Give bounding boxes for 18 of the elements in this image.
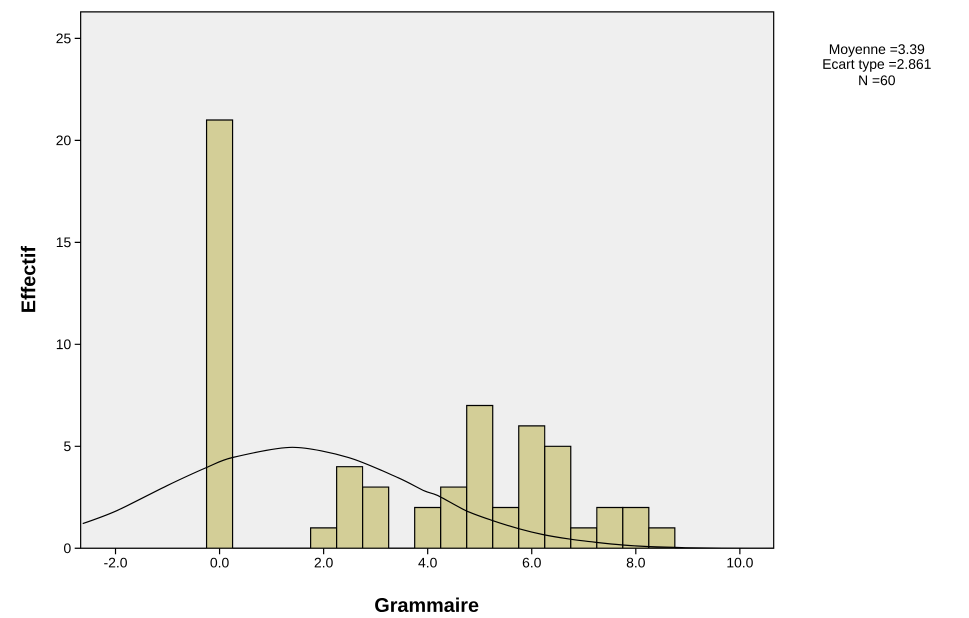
y-tick-label: 0 <box>64 544 71 554</box>
x-tick-label: -2.0 <box>104 558 127 568</box>
y-tick-label: 10 <box>56 340 71 350</box>
y-tick-label: 15 <box>56 238 71 248</box>
x-tick-label: 8.0 <box>626 558 645 568</box>
y-axis-title: Effectif <box>20 246 36 312</box>
text: N =60 <box>859 76 895 86</box>
x-tick-label: 10.0 <box>727 558 753 568</box>
y-tick-label: 20 <box>56 136 71 146</box>
text: Ecart type =2.861 <box>823 59 931 72</box>
y-tick-label: 25 <box>56 34 71 44</box>
x-tick-label: 0.0 <box>210 558 229 568</box>
x-tick-label: 4.0 <box>418 558 437 568</box>
y-tick-label: 5 <box>64 442 71 452</box>
x-tick-label: 6.0 <box>522 558 541 568</box>
text: Moyenne =3.39 <box>830 44 924 57</box>
x-axis-title: Grammaire <box>375 598 478 612</box>
x-tick-label: 2.0 <box>314 558 333 568</box>
